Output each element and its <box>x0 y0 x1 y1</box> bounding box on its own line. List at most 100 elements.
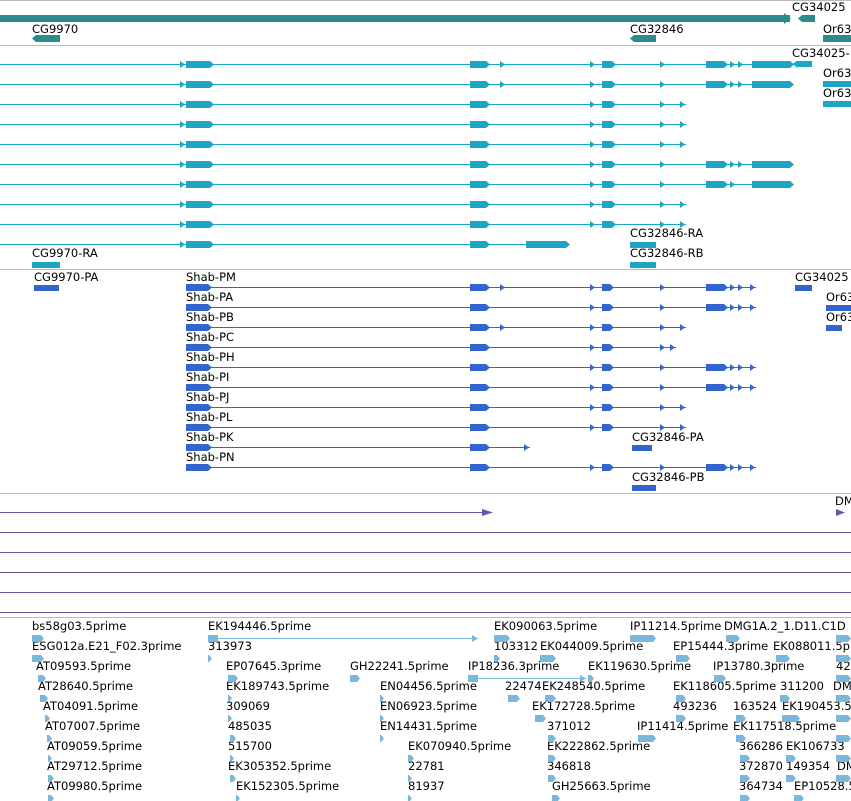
est-feature[interactable] <box>836 695 851 702</box>
est-feature[interactable] <box>638 735 656 742</box>
est-feature[interactable] <box>786 755 796 762</box>
est-feature[interactable] <box>40 695 48 702</box>
cds-row[interactable] <box>186 344 676 351</box>
est-feature[interactable] <box>548 755 556 762</box>
est-feature[interactable] <box>548 775 556 782</box>
est-feature[interactable] <box>836 735 851 742</box>
est-feature[interactable] <box>350 675 360 682</box>
gene-shab-bar[interactable] <box>0 15 790 22</box>
transcript-cg34025-bar[interactable] <box>792 61 812 67</box>
transcript-row[interactable] <box>0 221 686 228</box>
transcript-row[interactable] <box>0 241 570 248</box>
gene-cg34025-bar[interactable] <box>798 15 815 22</box>
est-feature[interactable] <box>736 715 746 722</box>
cds-row[interactable] <box>186 464 756 471</box>
transcript-cg9970-ra[interactable] <box>32 262 60 268</box>
est-feature[interactable] <box>45 715 50 722</box>
transcript-exon-arrow <box>486 81 490 88</box>
est-feature[interactable] <box>380 715 384 722</box>
est-feature[interactable] <box>740 755 750 762</box>
cds-or63-b[interactable] <box>826 325 842 331</box>
transcript-cg32846-ra[interactable] <box>630 242 656 248</box>
est-feature[interactable] <box>836 635 851 642</box>
est-feature[interactable] <box>736 735 746 742</box>
gene-cg32846-bar[interactable] <box>630 35 656 42</box>
est-feature[interactable] <box>230 735 236 742</box>
transcript-cg32846-rb[interactable] <box>630 262 656 268</box>
est-feature[interactable] <box>740 795 750 801</box>
est-feature[interactable] <box>836 655 851 662</box>
cds-cg32846-pb[interactable] <box>632 485 656 491</box>
gene-or63-bar[interactable] <box>823 35 851 42</box>
transcript-or63-b[interactable] <box>823 101 851 107</box>
cds-row[interactable] <box>186 364 756 371</box>
cds-row[interactable] <box>186 404 686 411</box>
est-feature[interactable] <box>776 655 790 662</box>
est-feature[interactable] <box>47 735 52 742</box>
est-feature[interactable] <box>494 635 510 642</box>
est-feature[interactable] <box>494 655 500 662</box>
transcript-row[interactable] <box>0 81 794 88</box>
cds-row[interactable] <box>186 284 756 291</box>
transcript-row[interactable] <box>0 141 686 148</box>
est-feature[interactable] <box>208 655 212 662</box>
est-feature[interactable] <box>228 715 232 722</box>
cds-row[interactable] <box>186 324 686 331</box>
gene-cg9970-bar[interactable] <box>32 35 60 42</box>
est-feature[interactable] <box>676 695 686 702</box>
est-feature[interactable] <box>508 695 520 702</box>
est-feature[interactable] <box>786 775 796 782</box>
est-feature[interactable] <box>836 715 851 722</box>
est-feature[interactable] <box>32 635 44 642</box>
est-feature[interactable] <box>726 635 740 642</box>
cds-cg9970-pa[interactable] <box>34 285 59 291</box>
est-feature[interactable] <box>794 795 804 801</box>
transcript-row[interactable] <box>0 61 801 68</box>
cds-cg34025[interactable] <box>795 285 812 291</box>
est-feature[interactable] <box>380 735 384 742</box>
est-feature[interactable] <box>48 775 54 782</box>
est-feature[interactable] <box>38 675 46 682</box>
transcript-or63-a[interactable] <box>823 81 851 87</box>
cds-or63-a[interactable] <box>826 305 851 311</box>
transcript-row[interactable] <box>0 201 686 208</box>
est-feature[interactable] <box>836 775 851 782</box>
transcript-row[interactable] <box>0 161 794 168</box>
est-feature[interactable] <box>408 775 412 782</box>
cds-row[interactable] <box>186 424 686 431</box>
est-feature[interactable] <box>545 695 556 702</box>
est-feature[interactable] <box>230 755 234 762</box>
est-feature[interactable] <box>588 675 594 682</box>
transcript-row[interactable] <box>0 101 686 108</box>
est-feature[interactable] <box>48 755 52 762</box>
cds-row[interactable] <box>186 444 530 451</box>
est-feature[interactable] <box>408 755 414 762</box>
est-feature[interactable] <box>630 635 656 642</box>
est-feature[interactable] <box>380 695 384 702</box>
est-feature[interactable] <box>714 675 726 682</box>
transcript-row[interactable] <box>0 121 686 128</box>
est-feature[interactable] <box>836 755 851 762</box>
est-feature[interactable] <box>236 795 240 801</box>
est-feature[interactable] <box>535 715 546 722</box>
cds-cg32846-pa[interactable] <box>632 445 652 451</box>
est-feature[interactable] <box>552 795 560 801</box>
cds-row[interactable] <box>186 384 756 391</box>
cds-row[interactable] <box>186 304 756 311</box>
transcript-row[interactable] <box>0 181 794 188</box>
est-feature[interactable] <box>780 695 790 702</box>
est-feature[interactable] <box>548 735 556 742</box>
est-feature[interactable] <box>676 655 690 662</box>
est-feature[interactable] <box>230 775 236 782</box>
est-feature[interactable] <box>32 655 44 662</box>
est-feature[interactable] <box>540 655 556 662</box>
est-feature[interactable] <box>836 675 851 682</box>
est-feature[interactable] <box>228 695 232 702</box>
est-feature[interactable] <box>408 795 412 801</box>
est-feature[interactable] <box>676 715 686 722</box>
est-feature[interactable] <box>782 715 800 722</box>
est-feature[interactable] <box>48 795 54 801</box>
est-feature[interactable] <box>740 775 750 782</box>
est-feature[interactable] <box>228 675 238 682</box>
other-feature-right[interactable] <box>836 509 845 516</box>
